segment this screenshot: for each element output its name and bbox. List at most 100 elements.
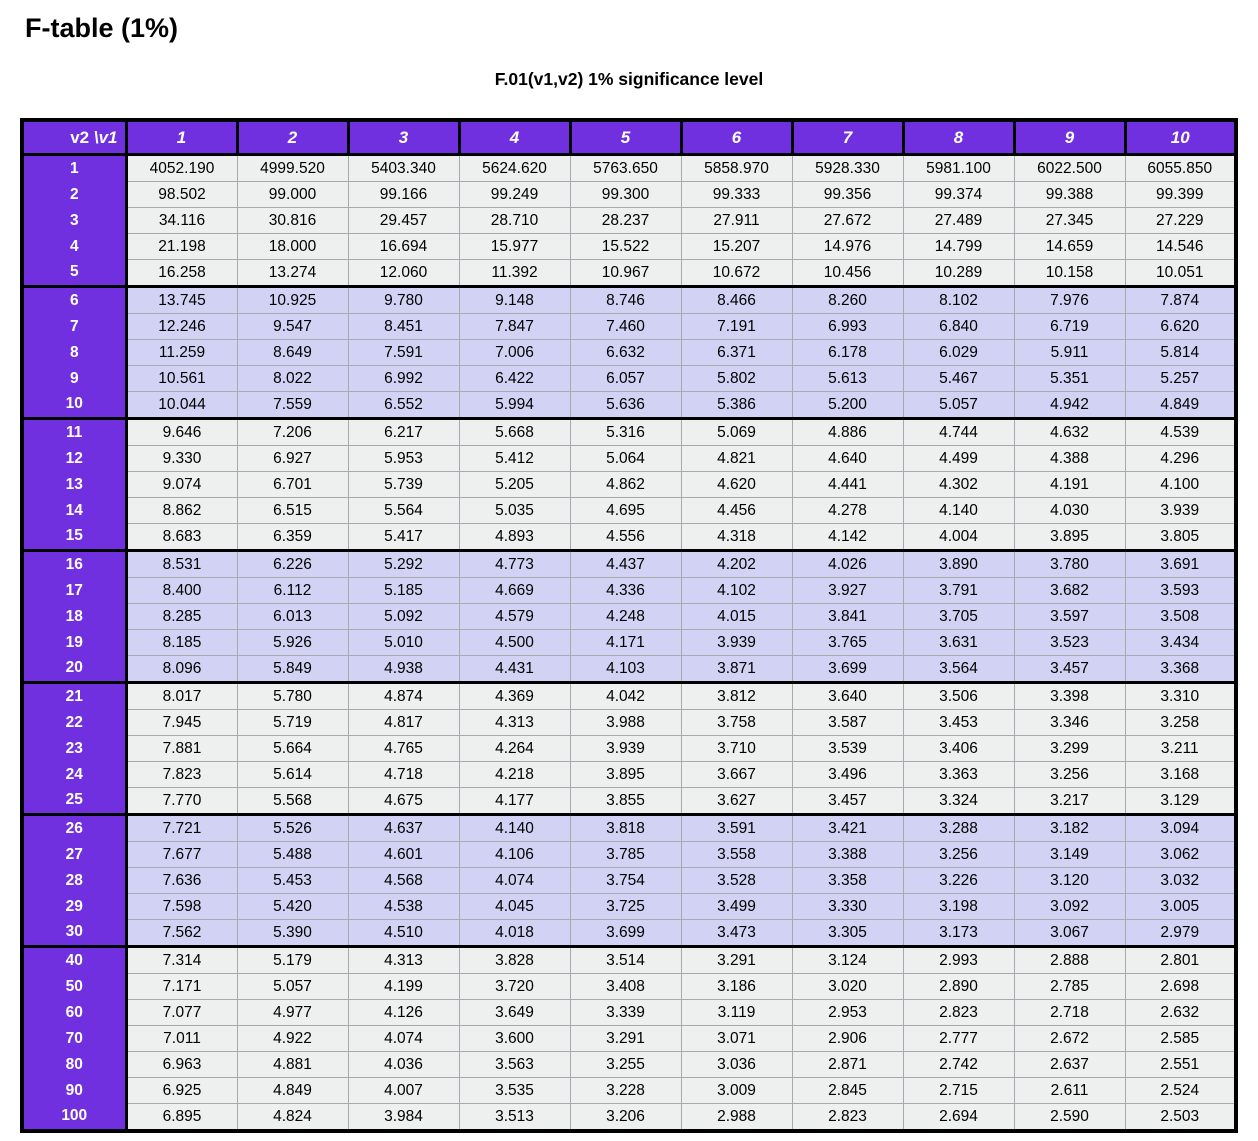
table-row-v2-21: 21 8.017 5.780 4.874 4.369 4.042 3.812 3.640 3.5… <box>22 681 1237 710</box>
f-value-cell-v2-11-v1-4: 5.668 <box>458 417 571 446</box>
f-value-cell-v2-13-v1-4: 5.205 <box>458 471 571 498</box>
f-value-cell-v2-60-v1-6: 3.119 <box>680 999 793 1026</box>
table-row-v2-1: 1 4052.190 4999.520 5403.340 5624.620 5763.65… <box>22 154 1237 182</box>
row-header-v2-18: 18 <box>22 603 128 630</box>
row-header-v2-12: 12 <box>22 445 128 472</box>
f-value-cell-v2-100-v1-10: 2.503 <box>1124 1103 1237 1132</box>
column-header-v1-4: 4 <box>457 118 572 156</box>
f-value-cell-v2-19-v1-5: 4.171 <box>569 629 682 656</box>
f-value-cell-v2-60-v1-10: 2.632 <box>1124 999 1237 1026</box>
f-value-cell-v2-28-v1-4: 4.074 <box>458 867 571 894</box>
f-value-cell-v2-10-v1-1: 10.044 <box>125 391 238 419</box>
f-value-cell-v2-3-v1-5: 28.237 <box>569 207 682 234</box>
f-value-cell-v2-21-v1-1: 8.017 <box>125 681 238 710</box>
f-value-cell-v2-15-v1-2: 6.359 <box>236 523 349 551</box>
f-value-cell-v2-3-v1-10: 27.229 <box>1124 207 1237 234</box>
f-value-cell-v2-14-v1-10: 3.939 <box>1124 497 1237 524</box>
f-value-cell-v2-6-v1-7: 8.260 <box>791 285 904 314</box>
f-value-cell-v2-50-v1-6: 3.186 <box>680 973 793 1000</box>
f-value-cell-v2-17-v1-1: 8.400 <box>125 577 238 604</box>
f-value-cell-v2-20-v1-6: 3.871 <box>680 655 793 683</box>
f-value-cell-v2-28-v1-8: 3.226 <box>902 867 1015 894</box>
f-value-cell-v2-80-v1-1: 6.963 <box>125 1051 238 1078</box>
column-header-v1-5: 5 <box>568 118 683 156</box>
f-value-cell-v2-2-v1-4: 99.249 <box>458 181 571 208</box>
f-value-cell-v2-29-v1-3: 4.538 <box>347 893 460 920</box>
f-value-cell-v2-90-v1-10: 2.524 <box>1124 1077 1237 1104</box>
column-header-v1-7: 7 <box>790 118 905 156</box>
f-value-cell-v2-15-v1-3: 5.417 <box>347 523 460 551</box>
row-header-v2-9: 9 <box>22 365 128 392</box>
f-value-cell-v2-28-v1-3: 4.568 <box>347 867 460 894</box>
row-header-v2-21: 21 <box>22 681 128 710</box>
corner-v1-label: \v1 <box>93 127 118 147</box>
table-row-v2-3: 3 34.116 30.816 29.457 28.710 28.237 27.911 27.… <box>22 207 1237 234</box>
table-row-v2-25: 25 7.770 5.568 4.675 4.177 3.855 3.627 3.457 3.3… <box>22 787 1237 815</box>
f-value-cell-v2-23-v1-3: 4.765 <box>347 735 460 762</box>
f-value-cell-v2-90-v1-9: 2.611 <box>1013 1077 1126 1104</box>
row-header-v2-1: 1 <box>22 154 128 182</box>
f-value-cell-v2-6-v1-5: 8.746 <box>569 285 682 314</box>
f-value-cell-v2-26-v1-2: 5.526 <box>236 813 349 842</box>
f-value-cell-v2-14-v1-3: 5.564 <box>347 497 460 524</box>
f-value-cell-v2-16-v1-2: 6.226 <box>236 549 349 578</box>
row-header-v2-40: 40 <box>22 945 128 974</box>
f-value-cell-v2-29-v1-7: 3.330 <box>791 893 904 920</box>
f-value-cell-v2-20-v1-1: 8.096 <box>125 655 238 683</box>
f-value-cell-v2-70-v1-2: 4.922 <box>236 1025 349 1052</box>
f-value-cell-v2-3-v1-6: 27.911 <box>680 207 793 234</box>
row-header-v2-11: 11 <box>22 417 128 446</box>
f-value-cell-v2-18-v1-10: 3.508 <box>1124 603 1237 630</box>
f-value-cell-v2-4-v1-9: 14.659 <box>1013 233 1126 260</box>
f-value-cell-v2-22-v1-4: 4.313 <box>458 709 571 736</box>
table-row-v2-14: 14 8.862 6.515 5.564 5.035 4.695 4.456 4.278 4.1… <box>22 497 1237 524</box>
f-value-cell-v2-18-v1-8: 3.705 <box>902 603 1015 630</box>
f-value-cell-v2-19-v1-6: 3.939 <box>680 629 793 656</box>
f-value-cell-v2-10-v1-6: 5.386 <box>680 391 793 419</box>
f-value-cell-v2-70-v1-7: 2.906 <box>791 1025 904 1052</box>
f-value-cell-v2-18-v1-2: 6.013 <box>236 603 349 630</box>
f-value-cell-v2-8-v1-3: 7.591 <box>347 339 460 366</box>
f-value-cell-v2-27-v1-10: 3.062 <box>1124 841 1237 868</box>
f-value-cell-v2-11-v1-7: 4.886 <box>791 417 904 446</box>
f-value-cell-v2-9-v1-1: 10.561 <box>125 365 238 392</box>
f-value-cell-v2-5-v1-1: 16.258 <box>125 259 238 287</box>
f-value-cell-v2-23-v1-8: 3.406 <box>902 735 1015 762</box>
f-value-cell-v2-100-v1-5: 3.206 <box>569 1103 682 1132</box>
f-value-cell-v2-26-v1-4: 4.140 <box>458 813 571 842</box>
row-header-v2-17: 17 <box>22 577 128 604</box>
f-value-cell-v2-27-v1-8: 3.256 <box>902 841 1015 868</box>
f-value-cell-v2-18-v1-5: 4.248 <box>569 603 682 630</box>
f-value-cell-v2-80-v1-5: 3.255 <box>569 1051 682 1078</box>
table-caption: F.01(v1,v2) 1% significance level <box>494 69 764 89</box>
f-value-cell-v2-18-v1-7: 3.841 <box>791 603 904 630</box>
f-value-cell-v2-80-v1-8: 2.742 <box>902 1051 1015 1078</box>
f-value-cell-v2-24-v1-3: 4.718 <box>347 761 460 788</box>
f-value-cell-v2-7-v1-6: 7.191 <box>680 313 793 340</box>
f-value-cell-v2-3-v1-1: 34.116 <box>125 207 238 234</box>
f-value-cell-v2-7-v1-2: 9.547 <box>236 313 349 340</box>
f-value-cell-v2-11-v1-9: 4.632 <box>1013 417 1126 446</box>
f-value-cell-v2-4-v1-10: 14.546 <box>1124 233 1237 260</box>
f-value-cell-v2-13-v1-3: 5.739 <box>347 471 460 498</box>
f-value-cell-v2-9-v1-4: 6.422 <box>458 365 571 392</box>
f-value-cell-v2-3-v1-2: 30.816 <box>236 207 349 234</box>
f-value-cell-v2-4-v1-2: 18.000 <box>236 233 349 260</box>
row-header-v2-29: 29 <box>22 893 128 920</box>
f-value-cell-v2-80-v1-2: 4.881 <box>236 1051 349 1078</box>
f-value-cell-v2-29-v1-6: 3.499 <box>680 893 793 920</box>
f-value-cell-v2-40-v1-1: 7.314 <box>125 945 238 974</box>
f-value-cell-v2-60-v1-7: 2.953 <box>791 999 904 1026</box>
f-value-cell-v2-25-v1-9: 3.217 <box>1013 787 1126 815</box>
f-value-cell-v2-22-v1-7: 3.587 <box>791 709 904 736</box>
f-value-cell-v2-2-v1-1: 98.502 <box>125 181 238 208</box>
row-header-v2-60: 60 <box>22 999 128 1026</box>
f-value-cell-v2-9-v1-3: 6.992 <box>347 365 460 392</box>
f-value-cell-v2-18-v1-4: 4.579 <box>458 603 571 630</box>
f-value-cell-v2-2-v1-3: 99.166 <box>347 181 460 208</box>
f-value-cell-v2-40-v1-6: 3.291 <box>680 945 793 974</box>
f-value-cell-v2-1-v1-7: 5928.330 <box>791 154 904 182</box>
f-value-cell-v2-18-v1-9: 3.597 <box>1013 603 1126 630</box>
f-value-cell-v2-16-v1-4: 4.773 <box>458 549 571 578</box>
f-value-cell-v2-5-v1-9: 10.158 <box>1013 259 1126 287</box>
